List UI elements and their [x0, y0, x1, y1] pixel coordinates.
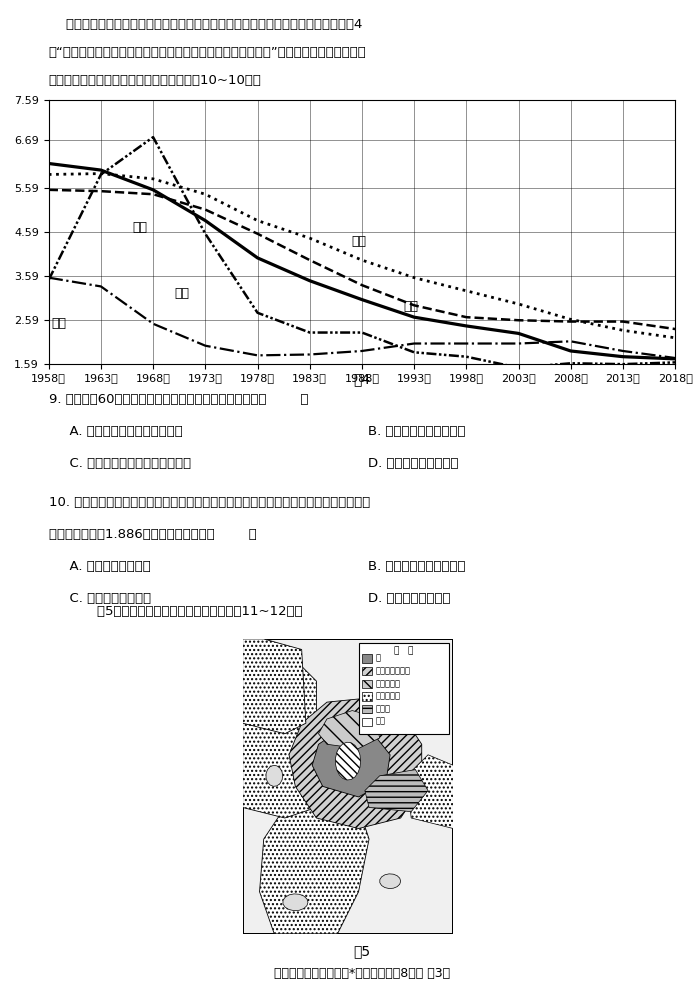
Text: A. 美国的人口数量多: A. 美国的人口数量多: [61, 559, 151, 572]
FancyBboxPatch shape: [362, 655, 372, 663]
Text: 中国: 中国: [174, 287, 189, 301]
Text: 甲: 甲: [375, 654, 381, 663]
Polygon shape: [243, 639, 317, 818]
Text: A. 中国目前出生儿童数量最少: A. 中国目前出生儿童数量最少: [61, 426, 183, 438]
Text: C. 变化幅度中国最大，美国最小: C. 变化幅度中国最大，美国最小: [61, 457, 191, 470]
Polygon shape: [260, 797, 369, 934]
Text: 湖北省新高考联考考体*地理试卷（兲8页） 第3页: 湖北省新高考联考考体*地理试卷（兲8页） 第3页: [274, 966, 450, 980]
FancyBboxPatch shape: [362, 679, 372, 688]
FancyBboxPatch shape: [362, 667, 372, 675]
Polygon shape: [243, 639, 306, 733]
Polygon shape: [283, 894, 308, 910]
Text: 图5为香港城市土地利用简图。据此完戕11~12题。: 图5为香港城市土地利用简图。据此完戕11~12题。: [80, 605, 303, 618]
Text: 图5: 图5: [354, 945, 370, 958]
Text: 10. 一般来讲，经济越发达的国家生育率越低，但美国在发达国家中却是个另类的存在，: 10. 一般来讲，经济越发达的国家生育率越低，但美国在发达国家中却是个另类的存在…: [49, 495, 370, 508]
Text: 为“中国、巴西、美国、印度、印尼五国人口总和生育率走势图”。美国大多数人信奉基督: 为“中国、巴西、美国、印度、印尼五国人口总和生育率走势图”。美国大多数人信奉基督: [49, 46, 367, 59]
Polygon shape: [407, 755, 453, 829]
Text: 工业区: 工业区: [375, 704, 390, 714]
FancyBboxPatch shape: [362, 718, 372, 725]
FancyBboxPatch shape: [358, 643, 449, 733]
Text: 9. 上个世纪60年代以来，图中五国总和生育率的趋势是（        ）: 9. 上个世纪60年代以来，图中五国总和生育率的趋势是（ ）: [49, 393, 308, 406]
FancyBboxPatch shape: [244, 640, 452, 933]
Text: 印尼: 印尼: [404, 300, 419, 313]
Text: 高级住宅区: 高级住宅区: [375, 679, 400, 688]
Text: 低级住宅区: 低级住宅区: [375, 691, 400, 701]
Text: 图4: 图4: [354, 372, 370, 386]
Text: 巴西: 巴西: [132, 220, 148, 234]
Polygon shape: [365, 770, 428, 812]
Polygon shape: [335, 742, 361, 781]
Text: C. 美国经济高度发达: C. 美国经济高度发达: [61, 592, 151, 605]
Text: B. 依托宗教生育文化浓厚: B. 依托宗教生育文化浓厚: [368, 559, 466, 572]
Text: 混合土地利用带: 混合土地利用带: [375, 666, 411, 675]
Text: 教，是一个宗教气氛浓厚的国家。据此完戕10~10题。: 教，是一个宗教气氛浓厚的国家。据此完戕10~10题。: [49, 74, 262, 87]
Polygon shape: [289, 698, 422, 829]
Text: B. 均属于人口低增长国家: B. 均属于人口低增长国家: [368, 426, 466, 438]
Text: 美国: 美国: [52, 318, 67, 330]
FancyBboxPatch shape: [243, 639, 453, 934]
Polygon shape: [319, 711, 379, 748]
Text: D. 美国政府鼓励生育: D. 美国政府鼓励生育: [368, 592, 451, 605]
Text: D. 总和生育率持续上升: D. 总和生育率持续上升: [368, 457, 459, 470]
FancyBboxPatch shape: [362, 692, 372, 701]
FancyBboxPatch shape: [362, 705, 372, 714]
Text: 总和生育率达到1.886。最主要的原因是（        ）: 总和生育率达到1.886。最主要的原因是（ ）: [49, 528, 256, 541]
Text: 图   例: 图 例: [394, 647, 413, 656]
Text: 印度: 印度: [351, 235, 367, 248]
Text: 总和生育率是指该国家或地区的妇女在育龄期间，每个妇女平均的生育子女数。图4: 总和生育率是指该国家或地区的妇女在育龄期间，每个妇女平均的生育子女数。图4: [49, 18, 362, 30]
Text: 其他: 其他: [375, 717, 386, 725]
Polygon shape: [380, 874, 401, 889]
Polygon shape: [266, 766, 283, 786]
Polygon shape: [313, 727, 390, 797]
